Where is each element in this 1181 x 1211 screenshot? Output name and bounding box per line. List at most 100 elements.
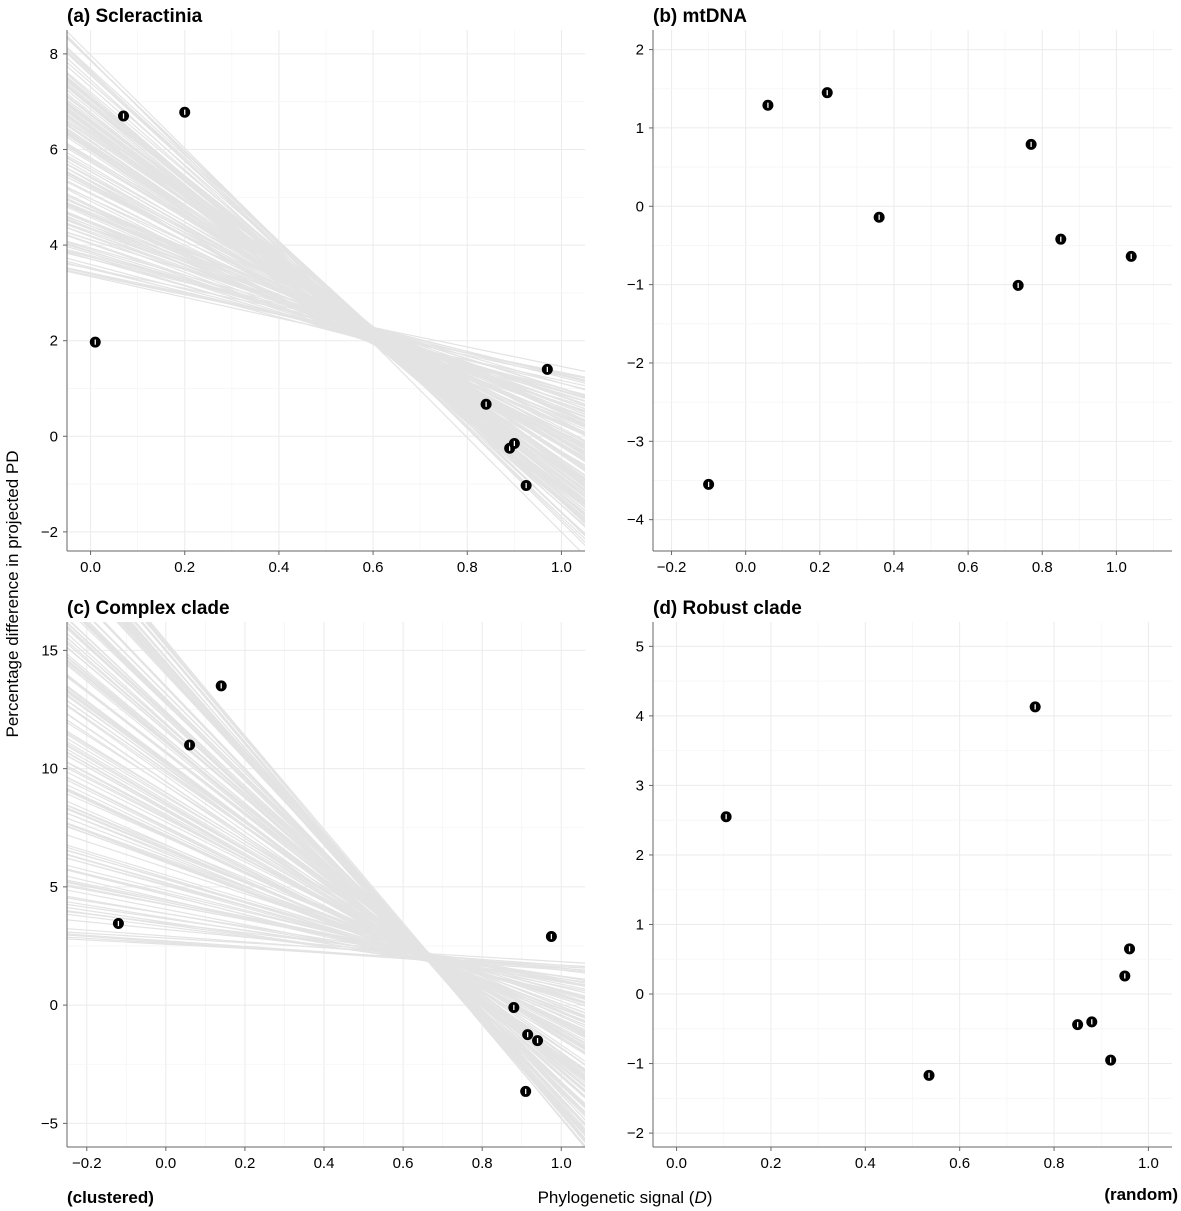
data-point [762, 99, 774, 111]
fit-line [67, 755, 585, 1047]
panel-b: −0.2 0.0 0.2 0.4 0.6 0.8 1.0 −4 −3 −2 −1 0 1 2 (b) mtD… [627, 6, 1172, 576]
x-tick-label: 1.0 [551, 1155, 572, 1172]
x-tick-label: 0.8 [1044, 1155, 1065, 1172]
fit-line [67, 212, 585, 414]
fit-line [124, 622, 585, 1126]
data-point [184, 739, 196, 751]
x-tick-label: 0.6 [363, 559, 384, 576]
x-tick-label: −0.2 [72, 1155, 102, 1172]
y-tick-label: 0 [636, 986, 644, 1003]
fit-line [70, 622, 585, 1108]
x-tick-label: 0.4 [855, 1155, 876, 1172]
x-tick-label: 0.0 [155, 1155, 176, 1172]
data-point [480, 398, 492, 410]
data-point [923, 1069, 935, 1081]
data-point [522, 1029, 534, 1041]
y-tick-label: 2 [636, 42, 644, 59]
y-tick-label: 5 [50, 879, 58, 896]
fit-line [85, 622, 585, 1108]
fit-line [121, 622, 585, 1127]
x-right-annotation: (random) [1104, 1185, 1178, 1204]
fit-line [67, 688, 585, 1076]
x-tick-label: 0.2 [235, 1155, 256, 1172]
fit-line [67, 685, 585, 1077]
x-tick-label: 0.2 [761, 1155, 782, 1172]
x-tick-label: 0.4 [314, 1155, 335, 1172]
y-tick-label: 6 [50, 141, 58, 158]
fit-line [67, 102, 585, 491]
y-tick-label: −2 [627, 1125, 644, 1142]
panels: 0.0 0.2 0.4 0.6 0.8 1.0 −2 0 2 4 6 8 (a) Scleractini… [41, 6, 1172, 1172]
data-point [118, 110, 130, 122]
data-point [1119, 970, 1131, 982]
data-point [215, 680, 227, 692]
fit-line [67, 889, 585, 992]
fit-line [67, 174, 585, 449]
fit-line [67, 77, 585, 512]
x-tick-label: 0.0 [735, 559, 756, 576]
data-point [720, 811, 732, 823]
x-tick-label: 0.0 [666, 1155, 687, 1172]
y-tick-label: −2 [627, 355, 644, 372]
data-point [508, 437, 520, 449]
panel-title: (b) mtDNA [653, 6, 747, 27]
y-tick-label: 5 [636, 638, 644, 655]
y-axis-title: Percentage difference in projected PD [3, 451, 22, 738]
fit-line [67, 826, 585, 1014]
x-tick-label: −0.2 [657, 559, 687, 576]
fit-line [67, 133, 585, 487]
fit-line [67, 936, 585, 969]
x-left-annotation: (clustered) [67, 1188, 154, 1207]
y-tick-label: −1 [627, 277, 644, 294]
data-point [1012, 279, 1024, 291]
data-point [179, 106, 191, 118]
fit-line [67, 36, 585, 537]
x-tick-label: 0.0 [80, 559, 101, 576]
fit-line [67, 844, 585, 1003]
fit-line [67, 823, 585, 1022]
fit-line [146, 622, 585, 1143]
y-tick-label: −3 [627, 433, 644, 450]
fit-line [67, 260, 585, 398]
x-tick-label: 0.2 [809, 559, 830, 576]
panel-d: 0.0 0.2 0.4 0.6 0.8 1.0 −2 −1 0 1 2 3 4 5 (d) Robust c… [627, 598, 1172, 1172]
data-point [541, 363, 553, 375]
fit-line [67, 719, 585, 1066]
fit-line [67, 931, 585, 964]
data-point [112, 918, 124, 930]
panel-c: −0.2 0.0 0.2 0.4 0.6 0.8 1.0 −5 0 5 10 15 (c) Comple… [41, 598, 585, 1172]
data-point [89, 336, 101, 348]
panel-title: (a) Scleractinia [67, 6, 203, 27]
y-tick-label: 2 [50, 333, 58, 350]
x-tick-label: 0.8 [457, 559, 478, 576]
fit-line [67, 903, 585, 981]
fit-line [67, 776, 585, 1037]
x-tick-label: 1.0 [551, 559, 572, 576]
fit-line [67, 248, 585, 383]
panel-b-grid [653, 30, 1172, 551]
x-tick-label: 1.0 [1106, 559, 1127, 576]
panel-title: (d) Robust clade [653, 598, 802, 619]
x-axis-title-close: ) [707, 1188, 713, 1207]
y-tick-label: 2 [636, 847, 644, 864]
data-point [508, 1001, 520, 1013]
x-tick-label: 1.0 [1138, 1155, 1159, 1172]
x-axis-title: Phylogenetic signal (D) [538, 1188, 713, 1207]
data-point [1086, 1016, 1098, 1028]
fit-line [67, 117, 585, 483]
data-point [1055, 233, 1067, 245]
fit-line [67, 263, 585, 373]
y-tick-label: −1 [627, 1056, 644, 1073]
y-tick-label: 1 [636, 120, 644, 137]
data-point [703, 478, 715, 490]
fit-line [67, 822, 585, 1011]
fit-line [67, 662, 585, 1082]
data-point [873, 211, 885, 223]
y-tick-label: 15 [41, 642, 58, 659]
y-tick-label: 4 [636, 708, 644, 725]
y-tick-label: 8 [50, 46, 58, 63]
y-tick-label: 4 [50, 237, 58, 254]
fit-line [67, 84, 585, 512]
y-tick-label: 1 [636, 916, 644, 933]
fit-line [67, 144, 585, 468]
